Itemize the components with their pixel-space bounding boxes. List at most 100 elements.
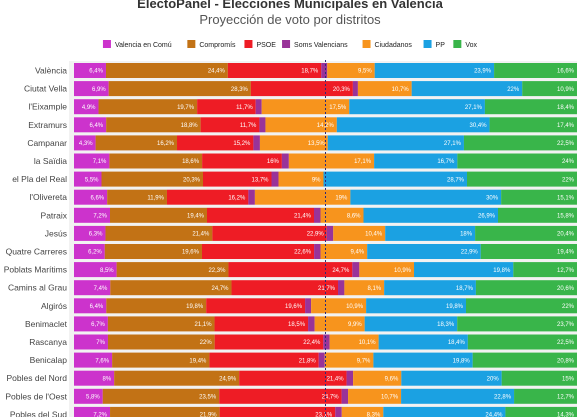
value-label-compromis: 19,7% — [177, 105, 195, 111]
value-label-vox: 22,5% — [557, 340, 575, 346]
legend-label-ciudadanos: Ciudadanos — [375, 42, 413, 49]
bar-segment-pp — [327, 135, 464, 151]
bar-segment-ciudadanos — [314, 316, 365, 332]
row-label-quatre-carreres: Quatre Carreres — [6, 247, 67, 257]
bar-segment-pp — [374, 153, 458, 169]
bar-row-campanar: Campanar 4,3% 16,2% 15,2% 13,5% 27,1% 22,5% — [27, 135, 577, 151]
value-label-psoe: 21,8% — [299, 358, 317, 364]
value-label-psoe: 16,2% — [228, 195, 246, 201]
bar-segment-vox — [494, 63, 577, 78]
row-label-benicalap: Benicalap — [30, 355, 68, 365]
value-label-compromis: 23,5% — [199, 395, 217, 401]
bar-row-l-olivereta: l'Olivereta 6,6% 11,9% 16,2% 19% 30% 15,1% — [29, 189, 577, 205]
value-label-compromis: 24,4% — [208, 69, 226, 75]
value-label-psoe: 15,2% — [233, 141, 251, 147]
bar-segment-valencia-en-comu — [74, 207, 110, 223]
bar-segment-ciudadanos — [288, 153, 375, 169]
bar-segment-pp — [364, 316, 458, 332]
bar-row-patraix: Patraix 7,2% 19,4% 21,4% 8,6% 26,9% 15,8% — [41, 207, 577, 223]
legend-swatch-valencia-en-comu — [102, 40, 111, 48]
bar-segment-valencia-en-comu — [74, 153, 110, 169]
bar-segment-psoe — [177, 135, 254, 151]
legend-swatch-psoe — [244, 40, 253, 48]
row-label-jesus: Jesús — [45, 228, 67, 238]
value-label-ciudadanos: 10,9% — [394, 268, 412, 274]
value-label-vox: 20,8% — [557, 358, 575, 364]
value-label-compromis: 19,4% — [187, 214, 205, 220]
bar-segment-soms-valencians — [318, 352, 325, 368]
bar-segment-compromis — [95, 135, 178, 151]
row-label-pobles-del-nord: Pobles del Nord — [7, 373, 68, 383]
value-label-vox: 20,4% — [557, 232, 575, 238]
value-label-ciudadanos: 10,1% — [359, 340, 377, 346]
value-label-vox: 16,6% — [557, 69, 575, 75]
bar-segment-psoe — [209, 352, 319, 368]
bar-row-el-pla-del-real: el Pla del Real 5,5% 20,3% 13,7% 9% 28,7% 22% — [12, 171, 577, 187]
bar-segment-ciudadanos — [278, 171, 324, 187]
bar-segment-compromis — [110, 406, 220, 417]
bar-segment-psoe — [202, 153, 282, 169]
legend-swatch-soms-valencians — [282, 40, 291, 48]
value-label-psoe: 22,4% — [303, 340, 321, 346]
value-label-valencia-en-comu: 7,6% — [95, 358, 109, 364]
bar-segment-pp — [349, 99, 485, 115]
bar-segment-compromis — [106, 117, 201, 133]
bar-segment-pp — [385, 225, 476, 241]
bar-segment-compromis — [107, 316, 215, 332]
row-label-camins-al-grau: Camins al Grau — [8, 283, 67, 293]
value-label-valencia-en-comu: 6,4% — [89, 123, 103, 129]
bar-segment-vox — [463, 135, 577, 151]
value-label-psoe: 18,7% — [301, 69, 319, 75]
value-label-vox: 15,1% — [557, 195, 575, 201]
value-label-vox: 15% — [562, 376, 575, 382]
value-label-valencia-en-comu: 4,9% — [82, 105, 96, 111]
value-label-compromis: 22,3% — [208, 268, 226, 274]
value-label-psoe: 24,7% — [322, 395, 340, 401]
bar-segment-valencia-en-comu — [74, 244, 105, 259]
value-label-ciudadanos: 13,5% — [308, 141, 326, 147]
value-label-compromis: 21,9% — [200, 413, 218, 417]
value-label-compromis: 18,6% — [182, 159, 200, 165]
value-label-psoe: 19,6% — [285, 304, 303, 310]
bar-segment-ciudadanos — [359, 262, 415, 278]
value-label-pp: 19,8% — [446, 304, 464, 310]
plot-area: València 6,4% 24,4% 18,7% 9,5% 23,9% 16,6% Ciut… — [4, 60, 577, 417]
bar-segment-vox — [466, 298, 577, 314]
legend-label-pp: PP — [436, 42, 446, 49]
value-label-compromis: 20,3% — [183, 177, 201, 183]
bar-segment-psoe — [250, 81, 353, 97]
value-label-valencia-en-comu: 6,4% — [90, 304, 104, 310]
bar-segment-pp — [350, 189, 502, 205]
value-label-ciudadanos: 8,6% — [347, 214, 361, 220]
value-label-valencia-en-comu: 4,3% — [79, 141, 93, 147]
bar-segment-pp — [323, 171, 467, 187]
bar-segment-valencia-en-comu — [74, 171, 102, 187]
value-label-psoe: 18,5% — [288, 322, 306, 328]
value-label-valencia-en-comu: 6,6% — [90, 195, 104, 201]
row-label-rascanya: Rascanya — [29, 337, 67, 347]
row-label-l-eixample: l'Eixample — [29, 102, 68, 112]
bar-segment-vox — [513, 262, 577, 278]
legend-label-vox: Vox — [465, 42, 477, 49]
bar-row-jesus: Jesús 6,3% 21,4% 22,9% 10,4% 18% 20,4% — [45, 225, 577, 241]
value-label-pp: 22,9% — [461, 250, 479, 256]
legend-swatch-compromis — [187, 40, 196, 48]
value-label-compromis: 21,4% — [192, 232, 210, 238]
bar-segment-ciudadanos — [259, 135, 328, 151]
value-label-vox: 24% — [562, 159, 575, 165]
bar-segment-compromis — [110, 280, 232, 296]
value-label-valencia-en-comu: 6,4% — [89, 69, 103, 75]
value-label-valencia-en-comu: 6,9% — [92, 87, 106, 93]
bar-segment-psoe — [231, 280, 339, 296]
bar-segment-compromis — [101, 171, 203, 187]
value-label-valencia-en-comu: 5,5% — [85, 177, 99, 183]
bar-segment-vox — [472, 352, 577, 368]
value-label-pp: 18,4% — [448, 340, 466, 346]
value-label-ciudadanos: 17,1% — [354, 159, 372, 165]
value-label-compromis: 16,2% — [157, 141, 175, 147]
value-label-valencia-en-comu: 6,2% — [88, 250, 102, 256]
bar-segment-valencia-en-comu — [74, 117, 107, 133]
bar-segment-pp — [414, 262, 514, 278]
bar-segment-ciudadanos — [320, 207, 364, 223]
bar-segment-valencia-en-comu — [74, 316, 108, 332]
